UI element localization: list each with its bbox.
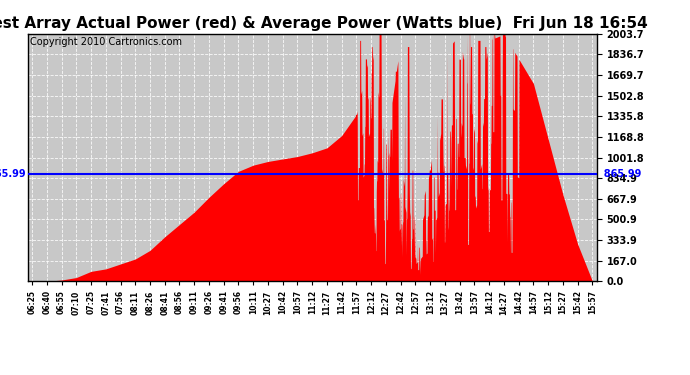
Text: 865.99: 865.99 [597, 169, 641, 179]
Title: West Array Actual Power (red) & Average Power (Watts blue)  Fri Jun 18 16:54: West Array Actual Power (red) & Average … [0, 16, 648, 31]
Text: Copyright 2010 Cartronics.com: Copyright 2010 Cartronics.com [30, 38, 182, 48]
Text: 865.99: 865.99 [0, 169, 26, 179]
